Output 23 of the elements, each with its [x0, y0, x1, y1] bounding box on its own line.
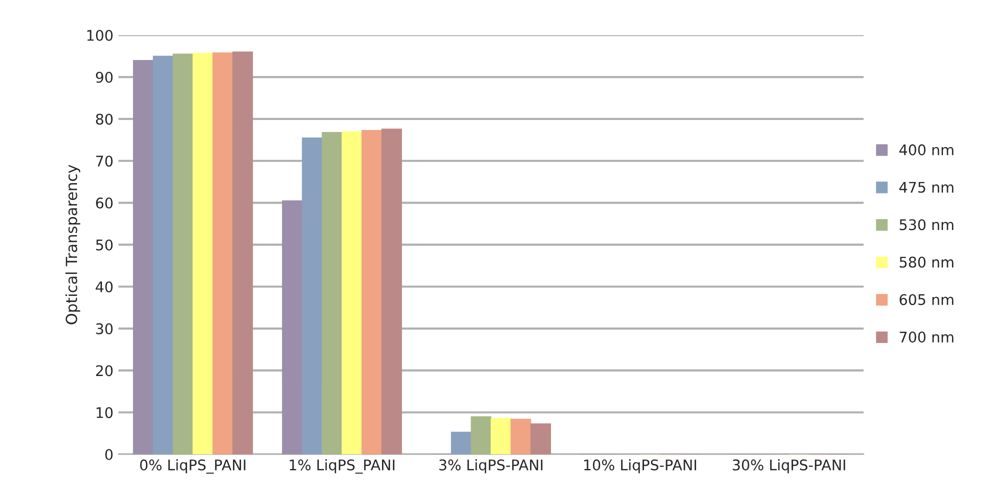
x-tick-label: 10% LiqPS-PANI	[584, 459, 696, 474]
legend-label: 580 nm	[900, 256, 954, 268]
y-tick-label: 50	[96, 239, 113, 250]
legend-label: 605 nm	[900, 294, 954, 306]
y-tick-label: 40	[96, 281, 113, 292]
legend-label: 530 nm	[900, 219, 954, 230]
y-tick-label: 100	[87, 30, 113, 41]
y-tick-label: 20	[96, 365, 113, 376]
y-tick-label: 90	[96, 72, 113, 83]
y-tick-label: 10	[96, 407, 113, 418]
x-tick-label: 0% LiqPS_PANI	[140, 459, 246, 474]
x-tick-label: 3% LiqPS-PANI	[439, 459, 542, 474]
y-tick-label: 70	[96, 156, 113, 167]
y-tick-label: 80	[96, 114, 113, 125]
y-tick-label: 60	[96, 198, 113, 209]
legend-label: 400 nm	[899, 144, 954, 156]
legend-label: 700 nm	[900, 332, 954, 343]
x-tick-label: 1% LiqPS_PANI	[290, 459, 394, 474]
x-tick-label: 30% LiqPS-PANI	[732, 459, 846, 474]
y-tick-label: 0	[105, 449, 113, 460]
legend-label: 475 nm	[899, 182, 954, 193]
y-tick-label: 30	[96, 323, 113, 334]
y-axis-title: Optical Transparency	[65, 164, 80, 324]
